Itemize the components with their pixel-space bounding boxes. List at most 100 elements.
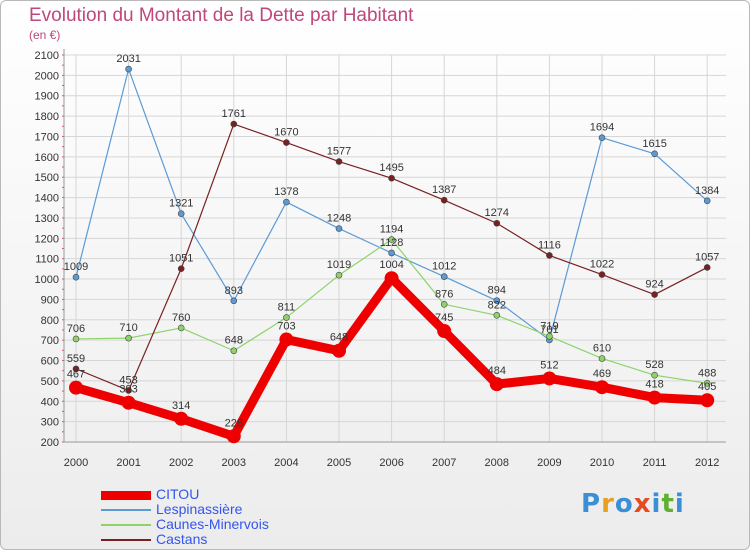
data-label: 1128 <box>380 237 404 249</box>
data-label: 314 <box>172 400 190 412</box>
data-point <box>279 332 294 347</box>
data-label: 648 <box>330 332 348 344</box>
logo-letter: i <box>651 489 662 519</box>
data-label: 1004 <box>379 259 403 271</box>
data-label: 228 <box>225 417 243 429</box>
data-label: 453 <box>119 374 137 386</box>
data-point <box>388 236 395 243</box>
data-point <box>700 393 715 408</box>
data-point <box>440 196 448 204</box>
data-label: 876 <box>435 288 453 300</box>
data-point <box>598 134 606 141</box>
y-tick-label: 1300 <box>35 213 59 225</box>
data-label: 512 <box>540 359 558 371</box>
logo-letter: t <box>661 489 675 519</box>
data-label: 1670 <box>274 127 298 139</box>
y-tick-label: 1500 <box>35 172 59 184</box>
logo-letter: o <box>614 489 634 519</box>
legend-swatch <box>101 524 151 526</box>
data-point <box>595 380 609 395</box>
y-tick-label: 1900 <box>35 91 59 103</box>
legend-swatch <box>101 539 151 541</box>
data-label: 745 <box>435 312 453 324</box>
y-tick-label: 1200 <box>35 233 59 245</box>
data-label: 1694 <box>590 122 614 134</box>
data-label: 1248 <box>327 213 351 225</box>
data-point <box>230 297 238 305</box>
data-point <box>230 347 238 355</box>
data-label: 1384 <box>695 185 719 197</box>
logo-letter: r <box>601 489 615 519</box>
data-point <box>335 271 343 279</box>
legend-label: Castans <box>156 531 208 547</box>
data-label: 893 <box>225 285 243 297</box>
data-point <box>384 271 399 286</box>
data-label: 811 <box>278 302 296 314</box>
data-point <box>388 249 395 257</box>
data-point <box>335 225 343 232</box>
data-point <box>388 174 395 182</box>
data-label: 706 <box>67 323 85 335</box>
data-label: 2031 <box>116 53 140 65</box>
x-tick-label: 2009 <box>537 457 561 469</box>
data-point <box>332 343 346 358</box>
data-point <box>598 355 606 362</box>
x-tick-label: 2003 <box>222 457 246 469</box>
data-label: 703 <box>277 321 295 333</box>
x-tick-label: 2008 <box>485 457 509 469</box>
data-point <box>703 380 711 387</box>
data-point <box>440 273 448 280</box>
data-point <box>125 387 132 394</box>
data-label: 1378 <box>274 186 298 198</box>
data-label: 1761 <box>222 108 246 120</box>
data-point <box>493 219 501 227</box>
y-tick-label: 400 <box>41 396 59 408</box>
y-tick-label: 800 <box>41 315 59 327</box>
x-tick-label: 2010 <box>590 457 614 469</box>
data-label: 894 <box>488 285 506 297</box>
data-point <box>489 377 504 392</box>
y-tick-label: 200 <box>41 437 59 449</box>
data-point <box>493 297 501 304</box>
legend-swatch <box>101 490 151 500</box>
data-point <box>598 271 606 278</box>
data-point <box>72 273 80 281</box>
data-label: 469 <box>593 368 611 380</box>
data-point <box>651 291 658 298</box>
data-label: 488 <box>698 367 716 379</box>
data-point <box>121 395 136 410</box>
data-label: 484 <box>488 365 506 377</box>
data-label: 719 <box>540 320 558 332</box>
data-point <box>647 390 662 405</box>
chart-title: Evolution du Montant de la Dette par Hab… <box>29 5 414 26</box>
logo-letter: x <box>633 489 652 519</box>
data-label: 710 <box>119 322 137 334</box>
y-tick-label: 1400 <box>35 193 59 205</box>
y-tick-label: 300 <box>41 417 59 429</box>
y-tick-label: 900 <box>41 294 59 306</box>
proxiti-logo: Proxiti <box>581 489 685 519</box>
data-label: 1051 <box>169 253 193 265</box>
data-label: 1387 <box>432 184 456 196</box>
data-point <box>651 150 658 158</box>
x-tick-label: 2006 <box>379 457 403 469</box>
y-tick-label: 1100 <box>35 254 59 266</box>
y-tick-label: 1600 <box>35 152 59 164</box>
x-tick-label: 2012 <box>695 457 719 469</box>
legend-swatch <box>101 509 151 511</box>
data-label: 405 <box>698 381 716 393</box>
data-point <box>69 380 83 395</box>
legend-label: Caunes-Minervois <box>156 516 269 532</box>
data-label: 760 <box>172 312 190 324</box>
data-label: 648 <box>225 335 243 347</box>
data-point <box>546 252 553 259</box>
data-label: 1495 <box>379 162 403 174</box>
x-tick-label: 2002 <box>169 457 193 469</box>
data-label: 1194 <box>380 224 404 236</box>
data-point <box>283 198 290 206</box>
data-point <box>177 210 185 217</box>
data-label: 1321 <box>169 198 193 210</box>
data-point <box>546 332 553 340</box>
